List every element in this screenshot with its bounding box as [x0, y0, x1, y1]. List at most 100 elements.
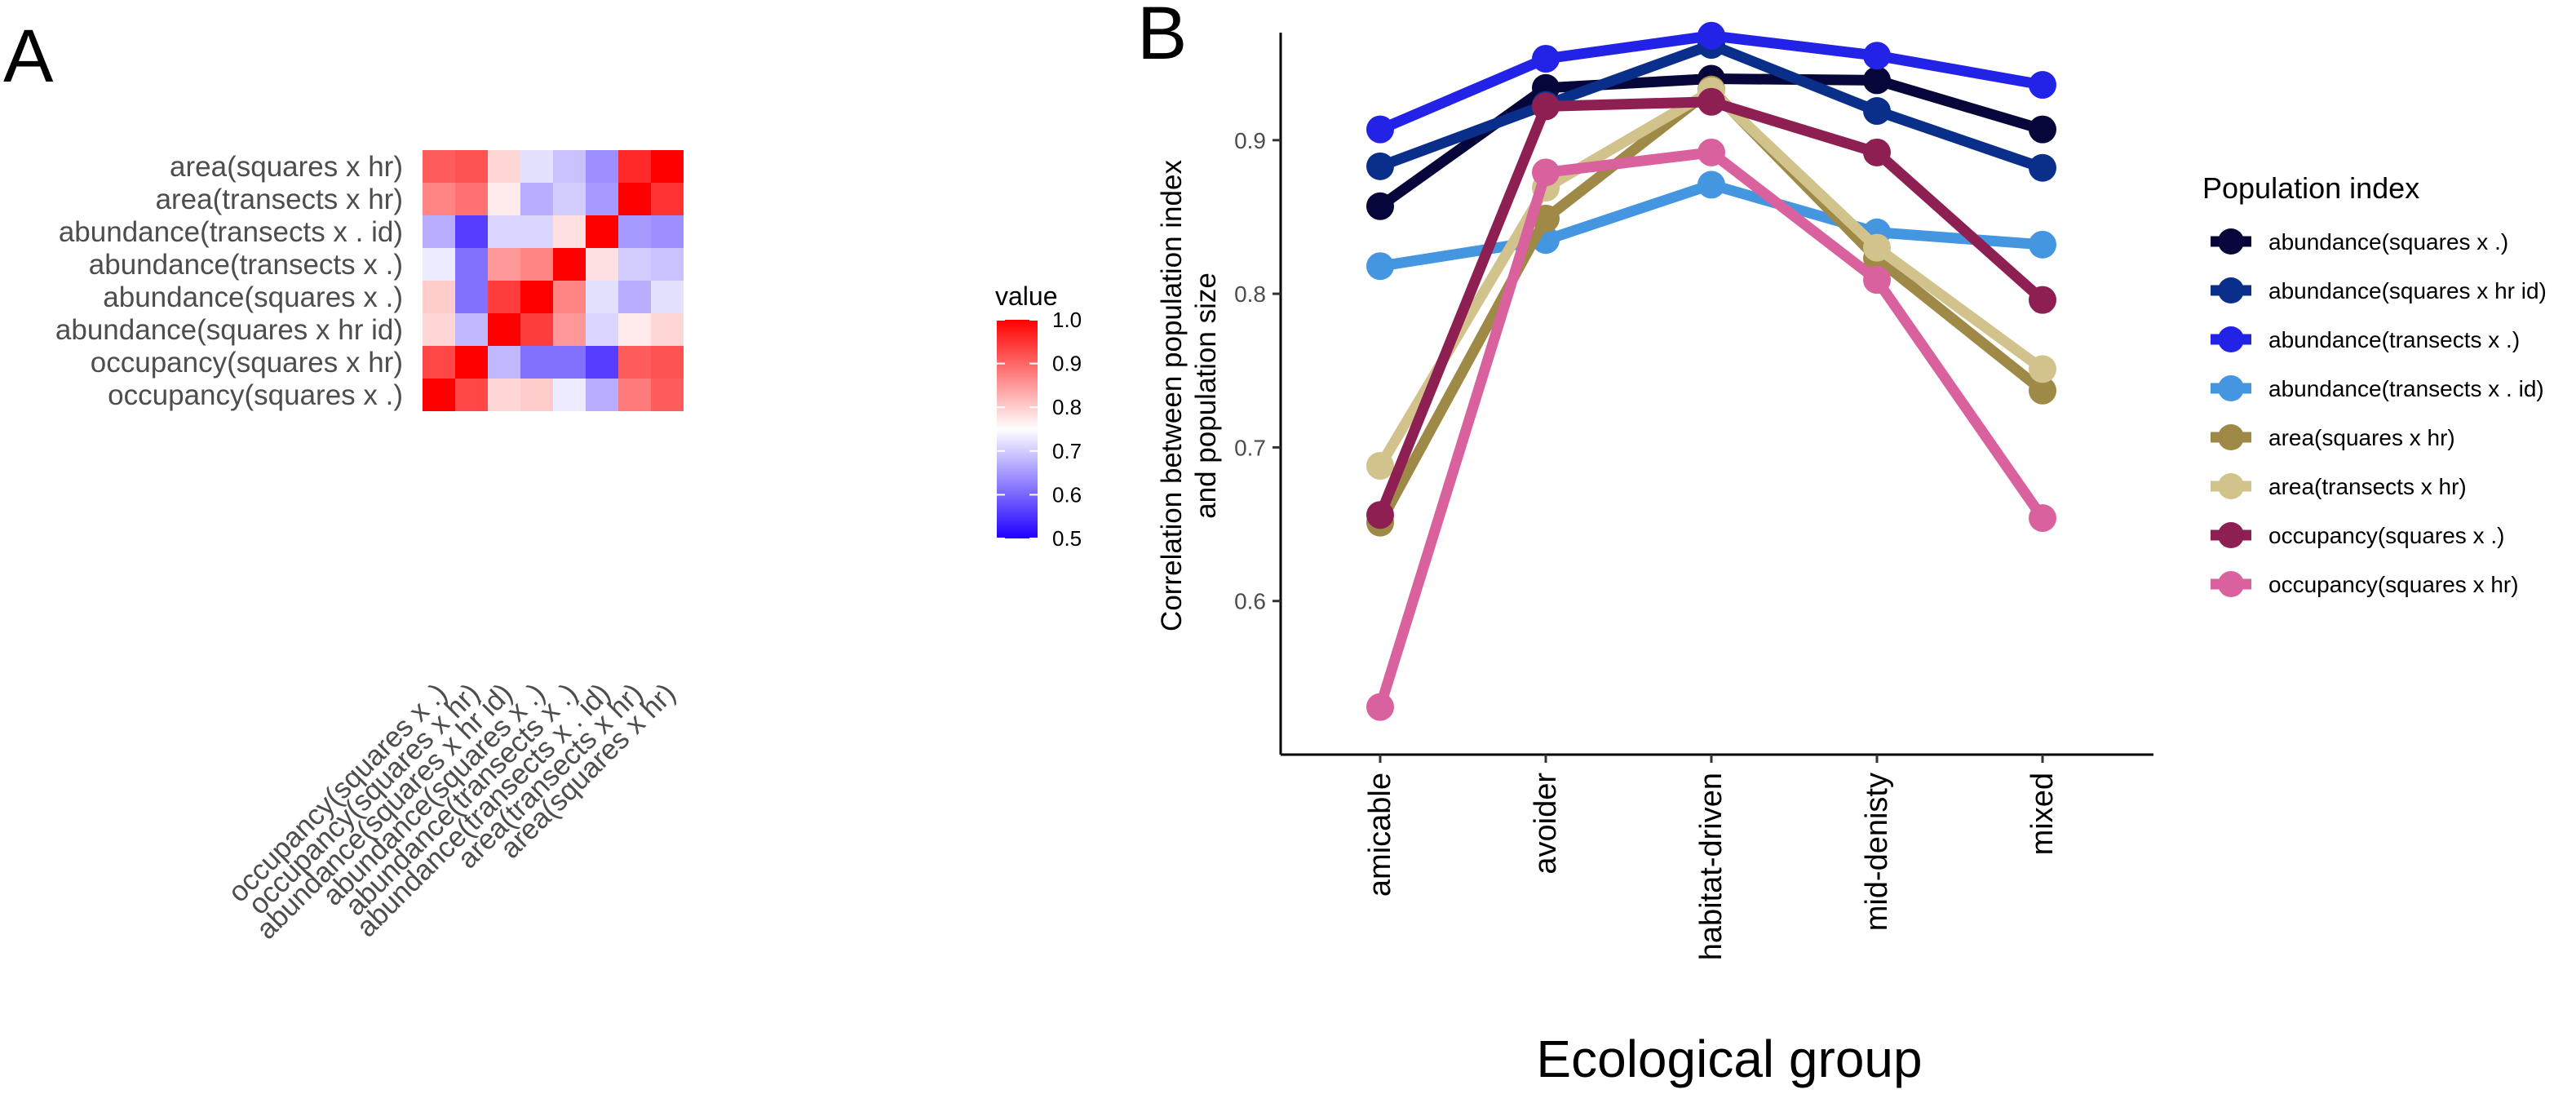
heatmap-cell	[618, 248, 651, 281]
colorbar-title: value	[995, 281, 1058, 311]
x-tick-label: avoider	[1529, 773, 1563, 875]
heatmap-cell	[423, 248, 455, 281]
line-series	[1366, 21, 2056, 721]
heatmap-colorbar: value 1.0 0.9 0.8 0.7 0.6 0.5	[995, 281, 1082, 551]
heatmap-cell	[455, 313, 488, 346]
colorbar-gradient	[997, 320, 1038, 538]
colorbar-tick-label: 0.9	[1052, 352, 1082, 376]
heatmap-cell	[651, 313, 684, 346]
heatmap-cell	[618, 346, 651, 379]
series-point	[2029, 153, 2056, 182]
heatmap-cell	[520, 346, 553, 379]
series-point	[1366, 501, 1394, 529]
heatmap-cell	[651, 346, 684, 379]
heatmap-cell	[586, 313, 618, 346]
heatmap-cell	[423, 346, 455, 379]
heatmap-cell	[488, 183, 520, 215]
heatmap-cell	[553, 215, 586, 248]
x-axis-ticks: amicable avoider habitat-driven mid-denisty…	[1363, 755, 2060, 960]
heatmap-cell	[618, 313, 651, 346]
series-point	[2029, 230, 2056, 259]
heatmap-cell	[586, 248, 618, 281]
heatmap-cell	[553, 150, 586, 183]
heatmap-cell	[520, 150, 553, 183]
heatmap-cell	[455, 150, 488, 183]
heatmap-column-labels: occupancy(squares x .)occupancy(squares …	[222, 677, 681, 946]
series-point	[1532, 92, 1560, 121]
series-point	[1697, 171, 1725, 199]
heatmap-cell	[520, 248, 553, 281]
heatmap-cell	[423, 379, 455, 411]
heatmap-cell	[520, 183, 553, 215]
heatmap-cell	[651, 379, 684, 411]
y-tick-label: 0.6	[1234, 589, 1266, 614]
heatmap-cell	[455, 215, 488, 248]
legend-label: area(squares x hr)	[2268, 425, 2455, 450]
x-axis-label: Ecological group	[1536, 1030, 1922, 1088]
heatmap-cell	[455, 379, 488, 411]
heatmap-cell	[488, 281, 520, 313]
heatmap-cell	[423, 150, 455, 183]
heatmap-cell	[423, 313, 455, 346]
y-axis-label-line-1: Correlation between population index	[1156, 160, 1188, 631]
heatmap-cell	[520, 281, 553, 313]
series-point	[1697, 87, 1725, 116]
series-point	[1697, 21, 1725, 50]
series-point	[1863, 66, 1891, 95]
legend-key-point	[2218, 228, 2244, 255]
legend-label: abundance(transects x .)	[2268, 327, 2520, 352]
heatmap-cell	[618, 150, 651, 183]
legend-title: Population index	[2202, 171, 2419, 205]
heatmap-row-label: area(transects x hr)	[156, 184, 403, 215]
heatmap-cell	[553, 379, 586, 411]
heatmap-cell	[553, 248, 586, 281]
x-tick-label: habitat-driven	[1694, 773, 1728, 960]
series-group	[1366, 87, 2056, 529]
heatmap-cell	[586, 150, 618, 183]
series-point	[1863, 97, 1891, 126]
legend-item: occupancy(squares x hr)	[2211, 571, 2519, 597]
series-point	[2029, 504, 2056, 533]
legend-item: abundance(squares x .)	[2211, 228, 2508, 255]
heatmap-cell	[651, 248, 684, 281]
legend-key-point	[2218, 473, 2244, 499]
series-point	[2029, 355, 2056, 383]
heatmap-cell	[488, 313, 520, 346]
series-group	[1366, 21, 2056, 144]
colorbar-tick-label: 0.5	[1052, 526, 1082, 551]
y-axis-ticks: 0.6 0.7 0.8 0.9	[1234, 128, 1281, 614]
legend-key-point	[2218, 522, 2244, 548]
y-tick-label: 0.7	[1234, 435, 1266, 460]
series-point	[1366, 252, 1394, 281]
legend-item: occupancy(squares x .)	[2211, 522, 2504, 548]
heatmap-cell	[488, 215, 520, 248]
legend-key-point	[2218, 424, 2244, 450]
heatmap-cell	[520, 215, 553, 248]
x-tick-label: mixed	[2025, 773, 2060, 855]
legend-label: area(transects x hr)	[2268, 474, 2467, 499]
colorbar-tick-label: 0.7	[1052, 439, 1082, 463]
heatmap-cell	[586, 183, 618, 215]
series-point	[2029, 376, 2056, 405]
heatmap-cell	[651, 183, 684, 215]
heatmap-cell	[553, 183, 586, 215]
heatmap-cell	[618, 281, 651, 313]
series-point	[1532, 45, 1560, 73]
series-point	[1366, 452, 1394, 480]
y-tick-label: 0.8	[1234, 281, 1266, 307]
heatmap-cell	[488, 150, 520, 183]
legend-label: abundance(squares x .)	[2268, 229, 2508, 255]
heatmap-cell	[423, 215, 455, 248]
legend-key-point	[2218, 326, 2244, 352]
series-point	[1366, 693, 1394, 721]
heatmap-row-label: abundance(squares x .)	[103, 281, 403, 313]
heatmap-cell	[520, 313, 553, 346]
series-point	[1863, 233, 1891, 262]
legend-key-point	[2218, 571, 2244, 597]
heatmap-row-label: area(squares x hr)	[170, 151, 403, 183]
heatmap-row-label: occupancy(squares x hr)	[91, 347, 403, 379]
heatmap-cell	[488, 379, 520, 411]
series-point	[1366, 152, 1394, 180]
series-point	[1697, 138, 1725, 166]
